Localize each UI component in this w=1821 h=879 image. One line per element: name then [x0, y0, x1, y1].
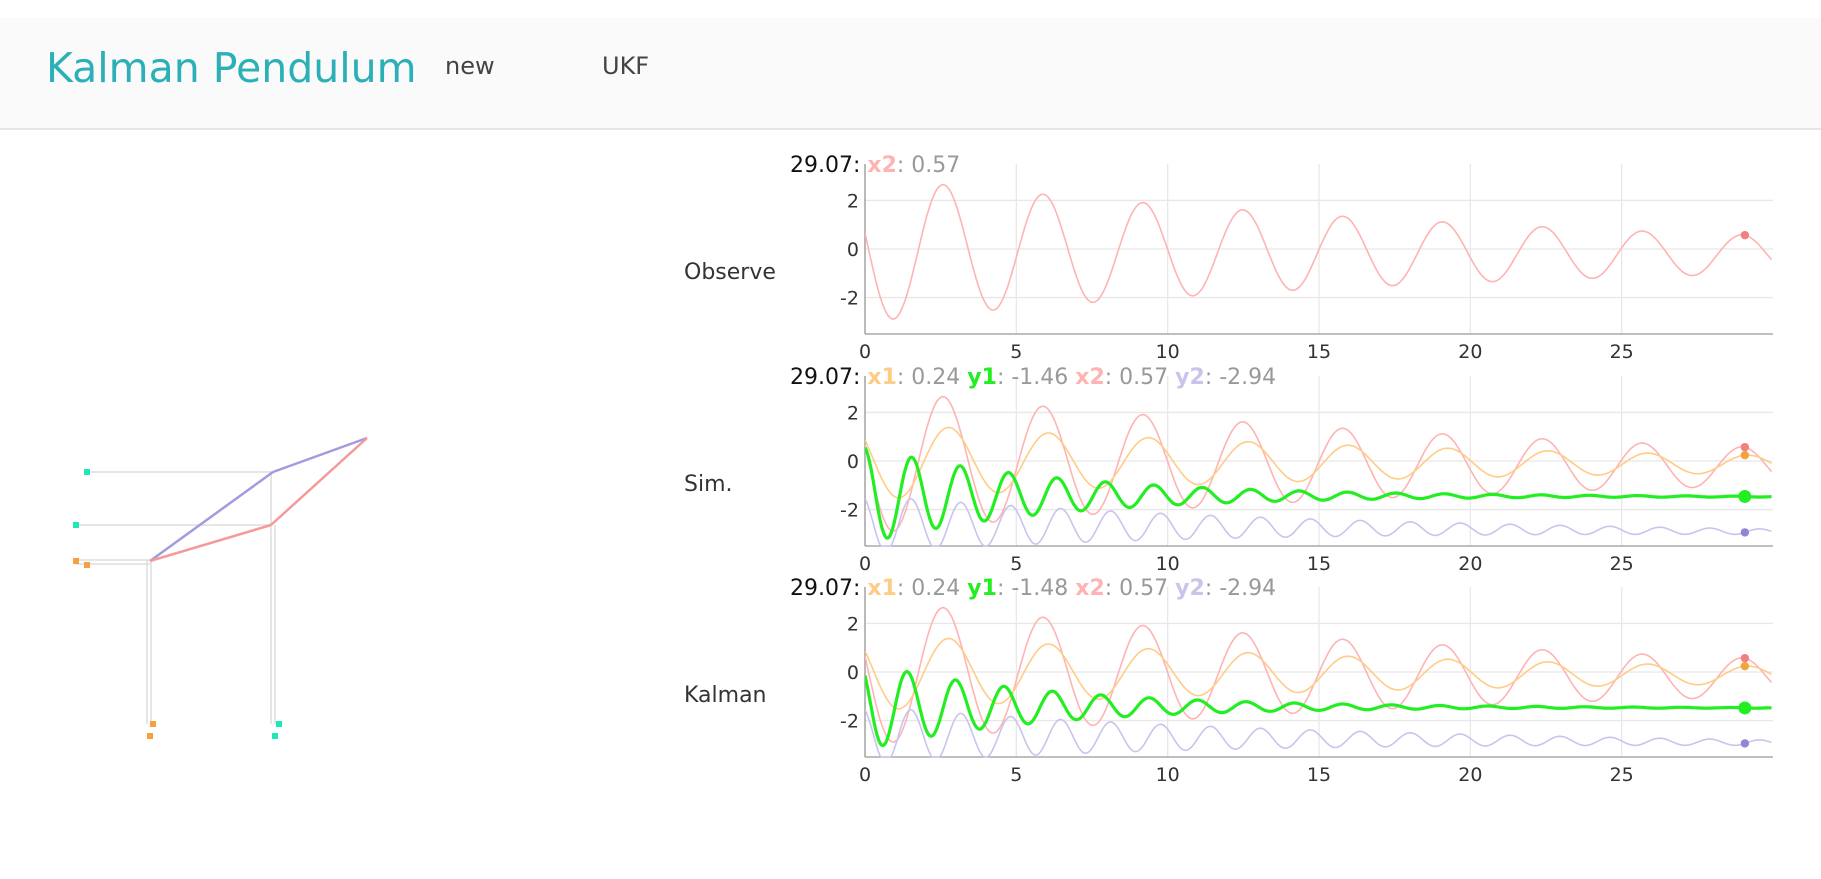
x-tick-label: 20 — [1458, 764, 1482, 783]
series-line-y2 — [865, 497, 1772, 547]
readout-value-x2: : 0.57 — [1105, 365, 1175, 390]
y-tick-label: 2 — [847, 190, 859, 212]
x-tick-label: 10 — [1156, 341, 1180, 360]
row-label-sim: Sim. — [684, 472, 733, 497]
series-end-dot-x1 — [1740, 450, 1750, 460]
readout-name-y2: y2 — [1175, 365, 1205, 390]
series-line-x2 — [865, 395, 1773, 532]
app-header: Kalman Pendulum new UKF — [0, 18, 1821, 130]
readout-name-x2: x2 — [1075, 365, 1105, 390]
readout-value-x1: : 0.24 — [897, 576, 967, 601]
readout-name-y1: y1 — [967, 576, 997, 601]
x-tick-label: 0 — [859, 341, 871, 360]
series-end-dot-x2 — [1740, 230, 1750, 240]
x-tick-label: 0 — [859, 553, 871, 572]
y-tick-label: -2 — [840, 711, 859, 733]
y-tick-label: 2 — [847, 613, 859, 635]
teal-marker — [73, 522, 79, 528]
value-readout: 29.07: x1: 0.24 y1: -1.46 x2: 0.57 y2: -… — [790, 365, 1276, 390]
x-tick-label: 5 — [1010, 553, 1022, 572]
x-tick-label: 25 — [1610, 341, 1634, 360]
readout-name-x1: x1 — [867, 365, 897, 390]
series-end-dot-y2 — [1740, 739, 1750, 748]
x-tick-label: 10 — [1156, 553, 1180, 572]
value-readout: 29.07: x1: 0.24 y1: -1.48 x2: 0.57 y2: -… — [790, 576, 1276, 601]
y-tick-label: 0 — [847, 239, 859, 261]
pendulum-diagram — [73, 436, 368, 739]
teal-marker — [272, 733, 278, 739]
readout-name-x2: x2 — [1075, 576, 1105, 601]
orange-marker — [150, 721, 156, 727]
series-line-y1 — [865, 669, 1772, 748]
x-tick-label: 0 — [859, 764, 871, 783]
series-end-dot-y2 — [1740, 528, 1750, 537]
readout-name-x1: x1 — [867, 576, 897, 601]
readout-time: 29.07: — [790, 153, 867, 178]
readout-name-y1: y1 — [967, 365, 997, 390]
y-tick-label: -2 — [840, 288, 859, 310]
readout-value-x2: : 0.57 — [897, 153, 960, 178]
y-tick-label: 0 — [847, 662, 859, 684]
nav-ukf-link[interactable]: UKF — [602, 52, 650, 80]
app-title[interactable]: Kalman Pendulum — [46, 44, 417, 92]
orange-marker — [73, 558, 79, 564]
value-readout: 29.07: x2: 0.57 — [790, 153, 960, 178]
series-line-x2 — [865, 183, 1773, 320]
series-line-x1 — [865, 426, 1772, 499]
pendulum-link-kalman-upper — [149, 523, 272, 563]
y-tick-label: -2 — [840, 500, 859, 522]
x-tick-label: 25 — [1610, 553, 1634, 572]
x-tick-label: 15 — [1307, 553, 1331, 572]
x-tick-label: 10 — [1156, 764, 1180, 783]
x-tick-label: 15 — [1307, 764, 1331, 783]
y-tick-label: 0 — [847, 451, 859, 473]
x-tick-label: 5 — [1010, 341, 1022, 360]
series-end-dot-y1 — [1738, 701, 1752, 715]
series-end-dot-x2 — [1740, 442, 1750, 452]
pendulum-link-kalman-lower — [270, 437, 368, 526]
teal-marker — [84, 469, 90, 475]
series-end-dot-y1 — [1738, 489, 1752, 503]
series-line-x2 — [865, 606, 1773, 743]
readout-name-x2: x2 — [867, 153, 897, 178]
readout-name-y2: y2 — [1175, 576, 1205, 601]
row-label-observe: Observe — [684, 260, 776, 285]
readout-value-y2: : -2.94 — [1205, 365, 1276, 390]
x-tick-label: 15 — [1307, 341, 1331, 360]
orange-marker — [147, 733, 153, 739]
orange-marker — [84, 562, 90, 568]
row-label-kalman: Kalman — [684, 683, 767, 708]
readout-value-y1: : -1.46 — [997, 365, 1075, 390]
readout-value-y2: : -2.94 — [1205, 576, 1276, 601]
series-end-dot-x2 — [1740, 653, 1750, 663]
series-end-dot-x1 — [1740, 661, 1750, 671]
series-line-y1 — [865, 446, 1772, 540]
x-tick-label: 5 — [1010, 764, 1022, 783]
readout-value-y1: : -1.48 — [997, 576, 1075, 601]
x-tick-label: 25 — [1610, 764, 1634, 783]
x-tick-label: 20 — [1458, 553, 1482, 572]
readout-time: 29.07: — [790, 576, 867, 601]
readout-value-x1: : 0.24 — [897, 365, 967, 390]
readout-value-x2: : 0.57 — [1105, 576, 1175, 601]
readout-time: 29.07: — [790, 365, 867, 390]
y-tick-label: 2 — [847, 402, 859, 424]
x-tick-label: 20 — [1458, 341, 1482, 360]
pendulum-link-sim-upper — [149, 470, 274, 563]
series-line-y2 — [865, 708, 1772, 758]
pendulum-link-sim-lower — [272, 436, 368, 474]
nav-new-link[interactable]: new — [445, 52, 495, 80]
teal-marker — [276, 721, 282, 727]
series-line-x1 — [865, 637, 1772, 710]
